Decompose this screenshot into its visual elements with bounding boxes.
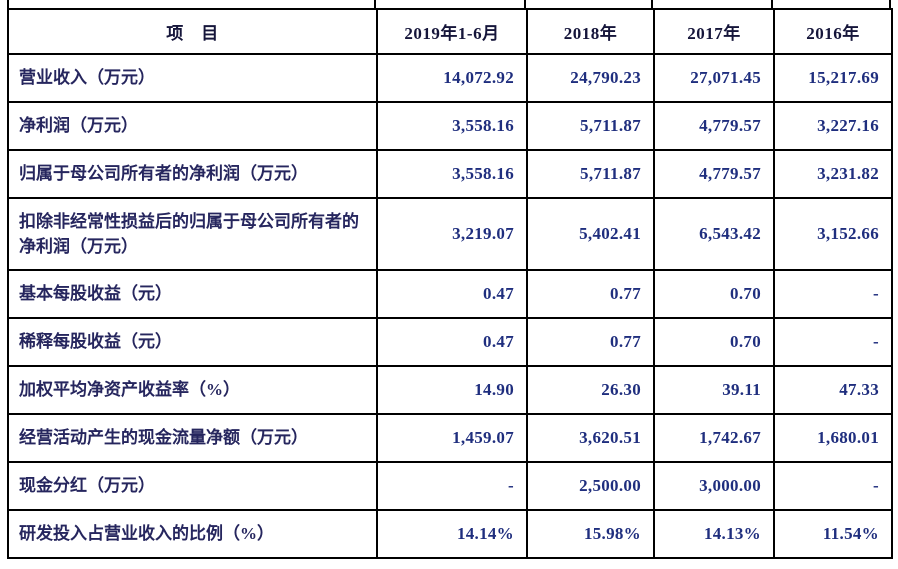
remnant-cell [7,0,376,8]
row-value: 5,711.87 [526,101,655,151]
row-label: 加权平均净资产收益率（%） [7,365,378,415]
row-label: 基本每股收益（元） [7,269,378,319]
row-value: 27,071.45 [653,53,775,103]
row-label: 归属于母公司所有者的净利润（万元） [7,149,378,199]
row-value: 15,217.69 [773,53,893,103]
row-value: 0.47 [376,269,528,319]
row-label: 扣除非经常性损益后的归属于母公司所有者的净利润（万元） [7,197,378,271]
row-value: 14.90 [376,365,528,415]
column-header-2016: 2016年 [773,8,893,55]
row-label: 稀释每股收益（元） [7,317,378,367]
table-row-diluted-eps: 稀释每股收益（元） 0.47 0.77 0.70 - [7,317,893,367]
row-value: 3,219.07 [376,197,528,271]
row-value: 1,459.07 [376,413,528,463]
row-label: 研发投入占营业收入的比例（%） [7,509,378,559]
column-header-2019h1: 2019年1-6月 [376,8,528,55]
row-value: 14,072.92 [376,53,528,103]
row-value: 0.47 [376,317,528,367]
row-label: 营业收入（万元） [7,53,378,103]
row-value: 3,620.51 [526,413,655,463]
row-value: 5,711.87 [526,149,655,199]
row-value: 0.70 [653,317,775,367]
column-header-2017: 2017年 [653,8,775,55]
remnant-cell [773,0,891,8]
row-value: 2,500.00 [526,461,655,511]
previous-row-remnant [7,0,891,8]
row-value: 3,558.16 [376,101,528,151]
column-header-item: 项 目 [7,8,378,55]
column-header-2018: 2018年 [526,8,655,55]
table-row-operating-revenue: 营业收入（万元） 14,072.92 24,790.23 27,071.45 1… [7,53,893,103]
row-label: 经营活动产生的现金流量净额（万元） [7,413,378,463]
table-row-net-profit-attributable: 归属于母公司所有者的净利润（万元） 3,558.16 5,711.87 4,77… [7,149,893,199]
row-value: 11.54% [773,509,893,559]
row-value: 3,558.16 [376,149,528,199]
row-value: 47.33 [773,365,893,415]
row-value: 24,790.23 [526,53,655,103]
row-value: 4,779.57 [653,101,775,151]
table-row-operating-cash-flow: 经营活动产生的现金流量净额（万元） 1,459.07 3,620.51 1,74… [7,413,893,463]
remnant-cell [653,0,773,8]
document-page: 项 目 2019年1-6月 2018年 2017年 2016年 营业收入（万元）… [7,0,893,559]
row-value: 15.98% [526,509,655,559]
table-row-net-profit-excl-nonrecurring: 扣除非经常性损益后的归属于母公司所有者的净利润（万元） 3,219.07 5,4… [7,197,893,271]
financial-summary-table: 项 目 2019年1-6月 2018年 2017年 2016年 营业收入（万元）… [7,8,893,559]
row-value: 3,231.82 [773,149,893,199]
table-row-rd-expense-ratio: 研发投入占营业收入的比例（%） 14.14% 15.98% 14.13% 11.… [7,509,893,559]
row-value: 0.70 [653,269,775,319]
row-label: 净利润（万元） [7,101,378,151]
remnant-cell [526,0,653,8]
row-value: 3,000.00 [653,461,775,511]
table-row-weighted-avg-roe: 加权平均净资产收益率（%） 14.90 26.30 39.11 47.33 [7,365,893,415]
row-value: - [773,269,893,319]
row-value: 39.11 [653,365,775,415]
row-value: - [773,461,893,511]
row-value: - [773,317,893,367]
table-header-row: 项 目 2019年1-6月 2018年 2017年 2016年 [7,8,893,55]
row-value: 3,152.66 [773,197,893,271]
table-row-basic-eps: 基本每股收益（元） 0.47 0.77 0.70 - [7,269,893,319]
row-value: 3,227.16 [773,101,893,151]
row-value: 26.30 [526,365,655,415]
row-value: 0.77 [526,317,655,367]
row-value: 14.13% [653,509,775,559]
row-value: - [376,461,528,511]
row-value: 1,742.67 [653,413,775,463]
row-label: 现金分红（万元） [7,461,378,511]
row-value: 6,543.42 [653,197,775,271]
row-value: 5,402.41 [526,197,655,271]
table-row-net-profit: 净利润（万元） 3,558.16 5,711.87 4,779.57 3,227… [7,101,893,151]
row-value: 14.14% [376,509,528,559]
row-value: 4,779.57 [653,149,775,199]
table-row-cash-dividend: 现金分红（万元） - 2,500.00 3,000.00 - [7,461,893,511]
row-value: 1,680.01 [773,413,893,463]
remnant-cell [376,0,526,8]
row-value: 0.77 [526,269,655,319]
